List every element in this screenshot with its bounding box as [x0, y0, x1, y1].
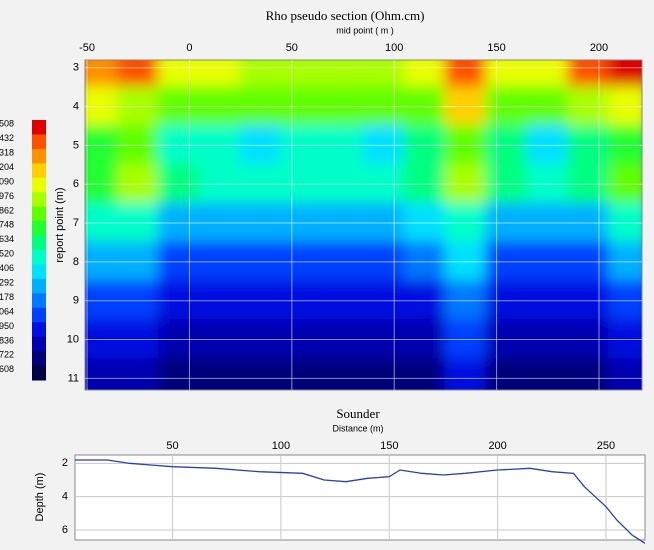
heat-cell — [280, 60, 324, 89]
colorbar-label: 406 — [0, 263, 14, 273]
plot-frame — [84, 59, 643, 391]
colorbar-label: 608 — [0, 364, 14, 374]
y-tick-label: 6 — [62, 524, 68, 536]
heat-cell — [321, 60, 365, 89]
heat-cell — [116, 60, 160, 89]
colorbar-swatch — [32, 307, 46, 323]
y-tick-label: 5 — [73, 139, 79, 151]
colorbar-swatch — [32, 264, 46, 280]
colorbar-swatch — [32, 235, 46, 251]
colorbar-swatch — [32, 336, 46, 352]
colorbar-swatch — [32, 365, 46, 381]
colorbar-swatch — [32, 206, 46, 222]
colorbar-label: 520 — [0, 249, 14, 259]
colorbar-label: 836 — [0, 335, 14, 345]
colorbar-label: 508 — [0, 119, 14, 129]
heat-cell — [485, 357, 529, 390]
x-tick-label: 150 — [487, 42, 505, 54]
heat-cell — [608, 357, 642, 390]
x-axis-label: mid point ( m ) — [336, 25, 394, 35]
chart-title: Sounder — [336, 406, 380, 421]
colorbar-label: 748 — [0, 220, 14, 230]
colorbar-label: 862 — [0, 205, 14, 215]
colorbar-label: 432 — [0, 133, 14, 143]
colorbar-swatch — [32, 192, 46, 208]
y-tick-label: 8 — [73, 256, 79, 268]
colorbar-label: 722 — [0, 350, 14, 360]
x-tick-label: 200 — [590, 42, 608, 54]
y-tick-label: 2 — [62, 457, 68, 469]
heat-cell — [403, 357, 447, 390]
colorbar-swatch — [32, 351, 46, 367]
colorbar-label: 950 — [0, 321, 14, 331]
heat-cell — [362, 60, 406, 89]
heat-cell — [157, 60, 201, 89]
y-tick-label: 7 — [73, 217, 79, 229]
heat-cell — [321, 357, 365, 390]
y-axis-label: report point (m) — [54, 187, 66, 262]
heat-cell — [526, 60, 570, 89]
colorbar-swatch — [32, 134, 46, 150]
x-tick-label: 150 — [380, 440, 398, 452]
y-tick-label: 3 — [73, 62, 79, 74]
sounder-plot-area — [74, 454, 646, 541]
x-tick-label: -50 — [79, 42, 95, 54]
heat-cell — [485, 60, 529, 89]
heat-cell — [444, 357, 488, 390]
colorbar-swatch — [32, 250, 46, 265]
heat-cell — [85, 357, 119, 390]
heat-cell — [198, 60, 242, 89]
colorbar-swatch — [32, 293, 46, 309]
x-axis-label: Distance (m) — [332, 423, 383, 433]
x-tick-label: 250 — [597, 440, 615, 452]
colorbar-label: 318 — [0, 147, 14, 157]
depth-line — [75, 459, 646, 544]
colorbar-label: 976 — [0, 191, 14, 201]
heat-cell — [567, 357, 611, 390]
heat-cell — [608, 60, 642, 89]
heat-cell — [85, 60, 119, 89]
heat-cell — [567, 60, 611, 89]
colorbar-swatch — [32, 221, 46, 237]
y-tick-label: 4 — [62, 491, 68, 503]
x-tick-label: 0 — [186, 42, 192, 54]
heat-cell — [444, 60, 488, 89]
y-tick-label: 6 — [73, 178, 79, 190]
y-tick-label: 9 — [73, 295, 79, 307]
x-tick-label: 100 — [272, 440, 290, 452]
y-tick-label: 11 — [68, 372, 79, 384]
x-tick-label: 50 — [166, 440, 178, 452]
colorbar-swatch — [32, 322, 46, 338]
heat-cell — [526, 357, 570, 390]
y-tick-label: 4 — [73, 100, 79, 112]
colorbar-label: 634 — [0, 234, 14, 244]
y-axis-label: Depth (m) — [34, 473, 46, 522]
colorbar-swatch — [32, 177, 46, 193]
colorbar-swatch — [32, 120, 46, 135]
heat-cell — [280, 357, 324, 390]
colorbar-label: 090 — [0, 176, 14, 186]
x-tick-label: 200 — [488, 440, 506, 452]
y-tick-label: 10 — [67, 333, 79, 345]
chart-title: Rho pseudo section (Ohm.cm) — [266, 8, 425, 23]
colorbar-label: 204 — [0, 162, 14, 172]
colorbar-swatch — [32, 278, 46, 294]
colorbar-label: 178 — [0, 292, 14, 302]
colorbar-label: 292 — [0, 277, 14, 287]
colorbar-swatch — [32, 148, 46, 164]
colorbar-label: 064 — [0, 306, 14, 316]
heat-cell — [239, 357, 283, 390]
heat-cell — [116, 357, 160, 390]
heat-cell — [198, 357, 242, 390]
colorbar-swatch — [32, 163, 46, 179]
x-tick-label: 50 — [286, 42, 298, 54]
heat-cell — [239, 60, 283, 89]
heat-cell — [403, 60, 447, 89]
x-tick-label: 100 — [385, 42, 403, 54]
heat-cell — [157, 357, 201, 390]
heat-cell — [362, 357, 406, 390]
